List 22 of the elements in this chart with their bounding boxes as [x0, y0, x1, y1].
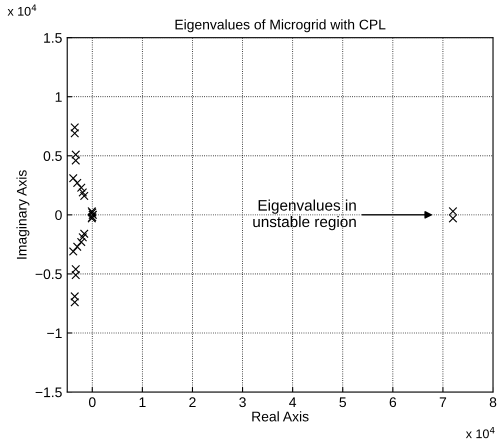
y-tick-label: −0.5	[36, 269, 62, 280]
y-tick-label: 0.5	[44, 151, 62, 161]
annotation: Eigenvalues in unstable region	[253, 200, 356, 230]
y-tick-label: 1	[56, 92, 62, 102]
text: x 10$^{4}$	[8, 4, 36, 16]
y-tick-label: 0	[55, 210, 62, 220]
chart-title: Eigenvalues of Microgrid with CPL	[176, 19, 386, 32]
x-tick-label: 4	[289, 397, 296, 407]
x-axis-title: Real Axis	[252, 411, 309, 422]
x-tick-label: 1	[140, 397, 146, 407]
x-tick-label: 2	[189, 397, 196, 407]
x-tick-label: 7	[440, 397, 446, 407]
text: x 10$^{4}$	[466, 426, 495, 438]
y-tick-label: 1.5	[44, 33, 62, 43]
x-tick-label: 6	[390, 397, 396, 408]
y-tick-label: −1	[47, 328, 62, 338]
x-tick-label: 5	[339, 397, 346, 408]
y-tick-label: −1.5	[36, 388, 62, 398]
y-axis-title: Imaginary Axis	[16, 170, 30, 259]
x-tick-label: 3	[239, 397, 246, 408]
x-tick-label: 0	[88, 397, 96, 408]
x-tick-label: 8	[490, 397, 496, 408]
